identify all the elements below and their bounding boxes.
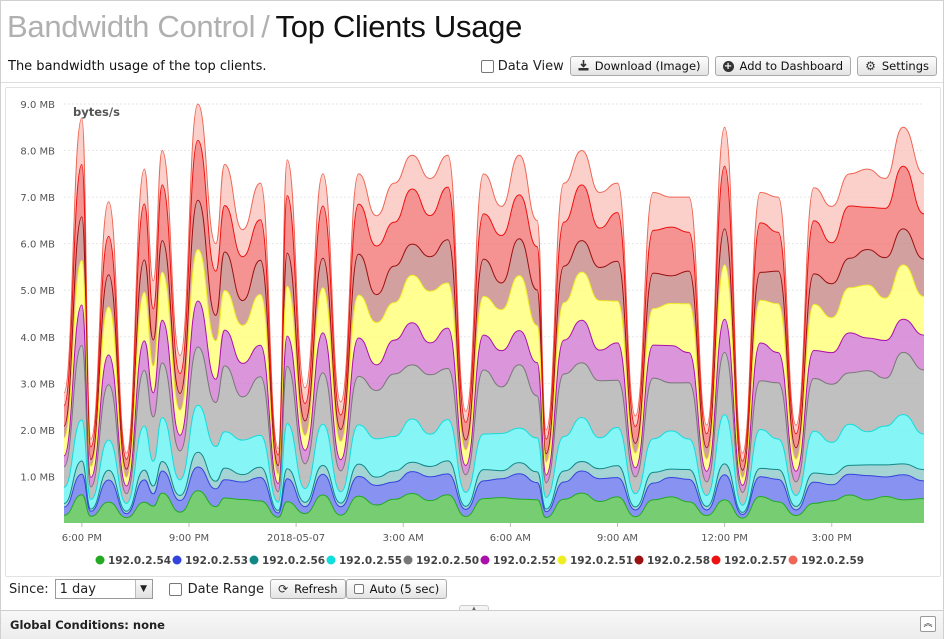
download-icon xyxy=(578,59,589,73)
legend-marker xyxy=(711,555,721,565)
area-192-0-2-55 xyxy=(64,405,924,513)
y-tick-label: 1.0 MB xyxy=(20,472,55,483)
chart-container: 1.0 MB 2.0 MB 3.0 MB 4.0 MB 5.0 MB 6.0 MB 7.0 … xyxy=(5,87,941,577)
global-conditions-bar[interactable]: Global Conditions: none ︽ xyxy=(1,610,943,639)
area-192-0-2-54 xyxy=(64,490,924,523)
legend-marker xyxy=(95,555,105,565)
breadcrumb-parent[interactable]: Bandwidth Control xyxy=(7,9,256,44)
legend-label: 192.0.2.50 xyxy=(416,555,479,567)
chevron-down-icon: ▼ xyxy=(134,580,152,598)
area-192-0-2-50 xyxy=(64,345,924,506)
legend-marker xyxy=(557,555,567,565)
legend-label: 192.0.2.56 xyxy=(262,555,325,567)
legend-marker xyxy=(480,555,490,565)
line-192-0-2-52 xyxy=(63,300,925,487)
auto-refresh-label: Auto (5 sec) xyxy=(369,582,440,596)
y-tick-label: 3.0 MB xyxy=(20,379,55,390)
y-tick-label: 4.0 MB xyxy=(20,333,55,344)
legend-marker xyxy=(326,555,336,565)
gear-icon: ⚙ xyxy=(865,59,876,73)
y-tick-label: 2.0 MB xyxy=(20,426,55,437)
legend-marker xyxy=(788,555,798,565)
data-view-label: Data View xyxy=(497,58,564,74)
legend-label: 192.0.2.57 xyxy=(724,555,787,567)
add-to-dashboard-label: Add to Dashboard xyxy=(739,59,844,73)
line-192-0-2-51 xyxy=(63,249,925,479)
line-192-0-2-57 xyxy=(63,139,925,462)
line-192-0-2-59 xyxy=(63,103,925,454)
data-view-checkbox[interactable] xyxy=(480,59,494,73)
plus-circle-icon: + xyxy=(722,60,734,72)
refresh-label: Refresh xyxy=(294,582,338,596)
line-192-0-2-54 xyxy=(63,490,925,519)
y-tick-label: 6.0 MB xyxy=(20,240,55,251)
legend-marker xyxy=(249,555,259,565)
auto-refresh-checkbox[interactable] xyxy=(353,584,364,594)
y-tick-label: 5.0 MB xyxy=(20,286,55,297)
legend-label: 192.0.2.55 xyxy=(339,555,402,567)
legend-marker xyxy=(172,555,182,565)
area-192-0-2-53 xyxy=(64,467,924,519)
date-range-checkbox[interactable] xyxy=(168,582,182,596)
line-192-0-2-58 xyxy=(63,199,925,471)
time-controls: Since: 1 day ▼ Date Range ⟳ Refresh Auto… xyxy=(1,578,943,600)
legend-label: 192.0.2.58 xyxy=(647,555,710,567)
refresh-button[interactable]: ⟳ Refresh xyxy=(270,579,346,599)
toolbar: Data View Download (Image) + Add to Dash… xyxy=(480,56,937,76)
bandwidth-chart: 1.0 MB 2.0 MB 3.0 MB 4.0 MB 5.0 MB 6.0 MB 7.0 … xyxy=(20,100,925,567)
breadcrumb-current: Top Clients Usage xyxy=(275,9,523,44)
line-192-0-2-50 xyxy=(63,344,925,495)
page-description: The bandwidth usage of the top clients. xyxy=(8,59,267,74)
download-image-button[interactable]: Download (Image) xyxy=(569,56,709,76)
add-to-dashboard-button[interactable]: + Add to Dashboard xyxy=(714,56,852,76)
panel-resize-handle[interactable]: ▲ xyxy=(459,605,489,613)
y-tick-label: 7.0 MB xyxy=(20,193,55,204)
refresh-icon: ⟳ xyxy=(278,582,289,596)
line-192-0-2-53 xyxy=(63,466,925,516)
x-tick-label: 6:00 AM xyxy=(490,533,531,544)
y-tick-label: 9.0 MB xyxy=(20,100,55,111)
legend-label: 192.0.2.59 xyxy=(801,555,864,567)
x-tick-label: 6:00 PM xyxy=(62,533,102,544)
line-192-0-2-56 xyxy=(63,451,925,513)
date-range-label: Date Range xyxy=(187,581,265,597)
x-tick-label: 9:00 AM xyxy=(597,533,638,544)
x-tick-label: 3:00 PM xyxy=(812,533,852,544)
legend-marker xyxy=(634,555,644,565)
x-tick-label: 3:00 AM xyxy=(383,533,424,544)
settings-button[interactable]: ⚙ Settings xyxy=(857,56,937,76)
data-view-toggle[interactable]: Data View xyxy=(480,58,564,74)
since-label: Since: xyxy=(9,581,49,597)
legend-label: 192.0.2.54 xyxy=(108,555,171,567)
since-select[interactable]: 1 day ▼ xyxy=(54,579,153,599)
since-value: 1 day xyxy=(59,581,96,597)
x-tick-label: 2018-05-07 xyxy=(267,533,325,544)
legend-label: 192.0.2.53 xyxy=(185,555,248,567)
line-192-0-2-55 xyxy=(63,404,925,506)
breadcrumb-separator: / xyxy=(261,9,270,44)
y-tick-label: 8.0 MB xyxy=(20,147,55,158)
header-divider xyxy=(1,82,943,83)
auto-refresh-toggle[interactable]: Auto (5 sec) xyxy=(345,579,448,599)
settings-label: Settings xyxy=(881,59,929,73)
legend-label: 192.0.2.52 xyxy=(493,555,556,567)
legend-label: 192.0.2.51 xyxy=(570,555,633,567)
x-tick-label: 9:00 PM xyxy=(169,533,209,544)
y-axis-label: bytes/s xyxy=(73,105,120,119)
global-conditions-label: Global Conditions: none xyxy=(10,618,165,632)
x-tick-label: 12:00 PM xyxy=(701,533,748,544)
download-image-label: Download (Image) xyxy=(594,59,701,73)
legend-marker xyxy=(403,555,413,565)
chevron-double-up-icon[interactable]: ︽ xyxy=(920,616,936,632)
page-title: Bandwidth Control / Top Clients Usage xyxy=(7,9,522,45)
